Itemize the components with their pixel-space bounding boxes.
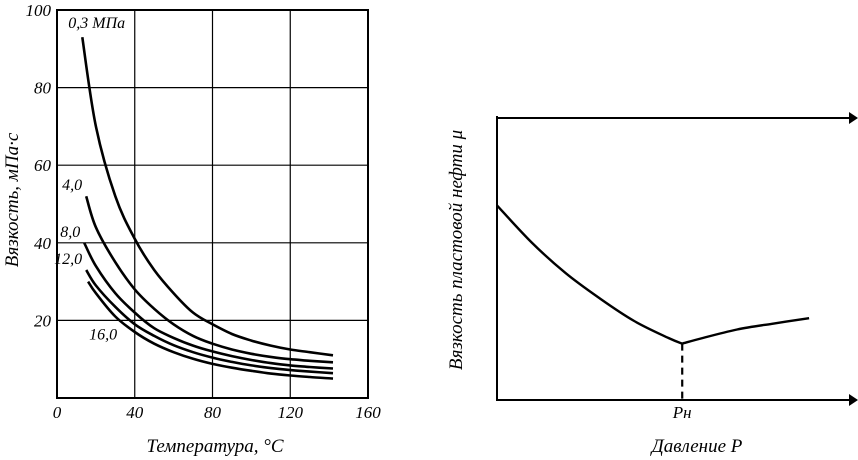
y-tick-labels: 20 40 60 80 100: [26, 1, 52, 330]
y-axis-title: Вязкость, мПа·с: [2, 132, 23, 267]
x-axis-title: Температура, °C: [146, 436, 283, 457]
series-label: 4,0: [62, 177, 82, 194]
top-arrow-icon: [849, 112, 858, 124]
y-tick-label: 100: [26, 1, 52, 20]
curve-segment-above-saturation: [681, 317, 810, 345]
pressure-viscosity-chart: Pн Давление P Вязкость пластовой нефти μ: [446, 112, 858, 457]
x-tick-label: 0: [53, 403, 62, 422]
y-tick-label: 40: [34, 234, 52, 253]
saturation-pressure-tick-label: Pн: [672, 403, 692, 422]
x-axis-arrow-icon: [849, 394, 858, 406]
x-tick-label: 120: [278, 403, 304, 422]
series-line: [85, 269, 334, 375]
series-line: [87, 280, 334, 380]
series-label: 16,0: [89, 327, 117, 344]
series-line: [83, 242, 334, 370]
series-label: 12,0: [54, 251, 82, 268]
x-tick-label: 80: [204, 403, 222, 422]
y-tick-label: 60: [34, 156, 52, 175]
curve-segment-below-saturation: [496, 204, 683, 345]
series-curves: [81, 37, 334, 380]
temperature-viscosity-chart: 0 40 80 120 160 20 40 60 80 100 0,3 МПа 4,0 8,0 12,…: [2, 1, 381, 457]
x-tick-labels: 0 40 80 120 160: [53, 403, 382, 422]
y-tick-label: 20: [34, 311, 52, 330]
series-labels: 0,3 МПа 4,0 8,0 12,0 16,0: [54, 15, 125, 343]
series-line: [81, 37, 334, 357]
series-label: 8,0: [60, 224, 80, 241]
plot-frame: [56, 9, 369, 399]
x-axis-title-right: Давление P: [650, 436, 743, 457]
x-tick-label: 160: [355, 403, 381, 422]
viscosity-curve: [496, 204, 810, 345]
series-label: 0,3 МПа: [68, 15, 125, 32]
y-axis-title-right: Вязкость пластовой нефти μ: [446, 130, 467, 370]
y-tick-label: 80: [34, 79, 52, 98]
series-line: [84, 195, 334, 364]
x-tick-label: 40: [126, 403, 144, 422]
grid: [57, 10, 368, 398]
